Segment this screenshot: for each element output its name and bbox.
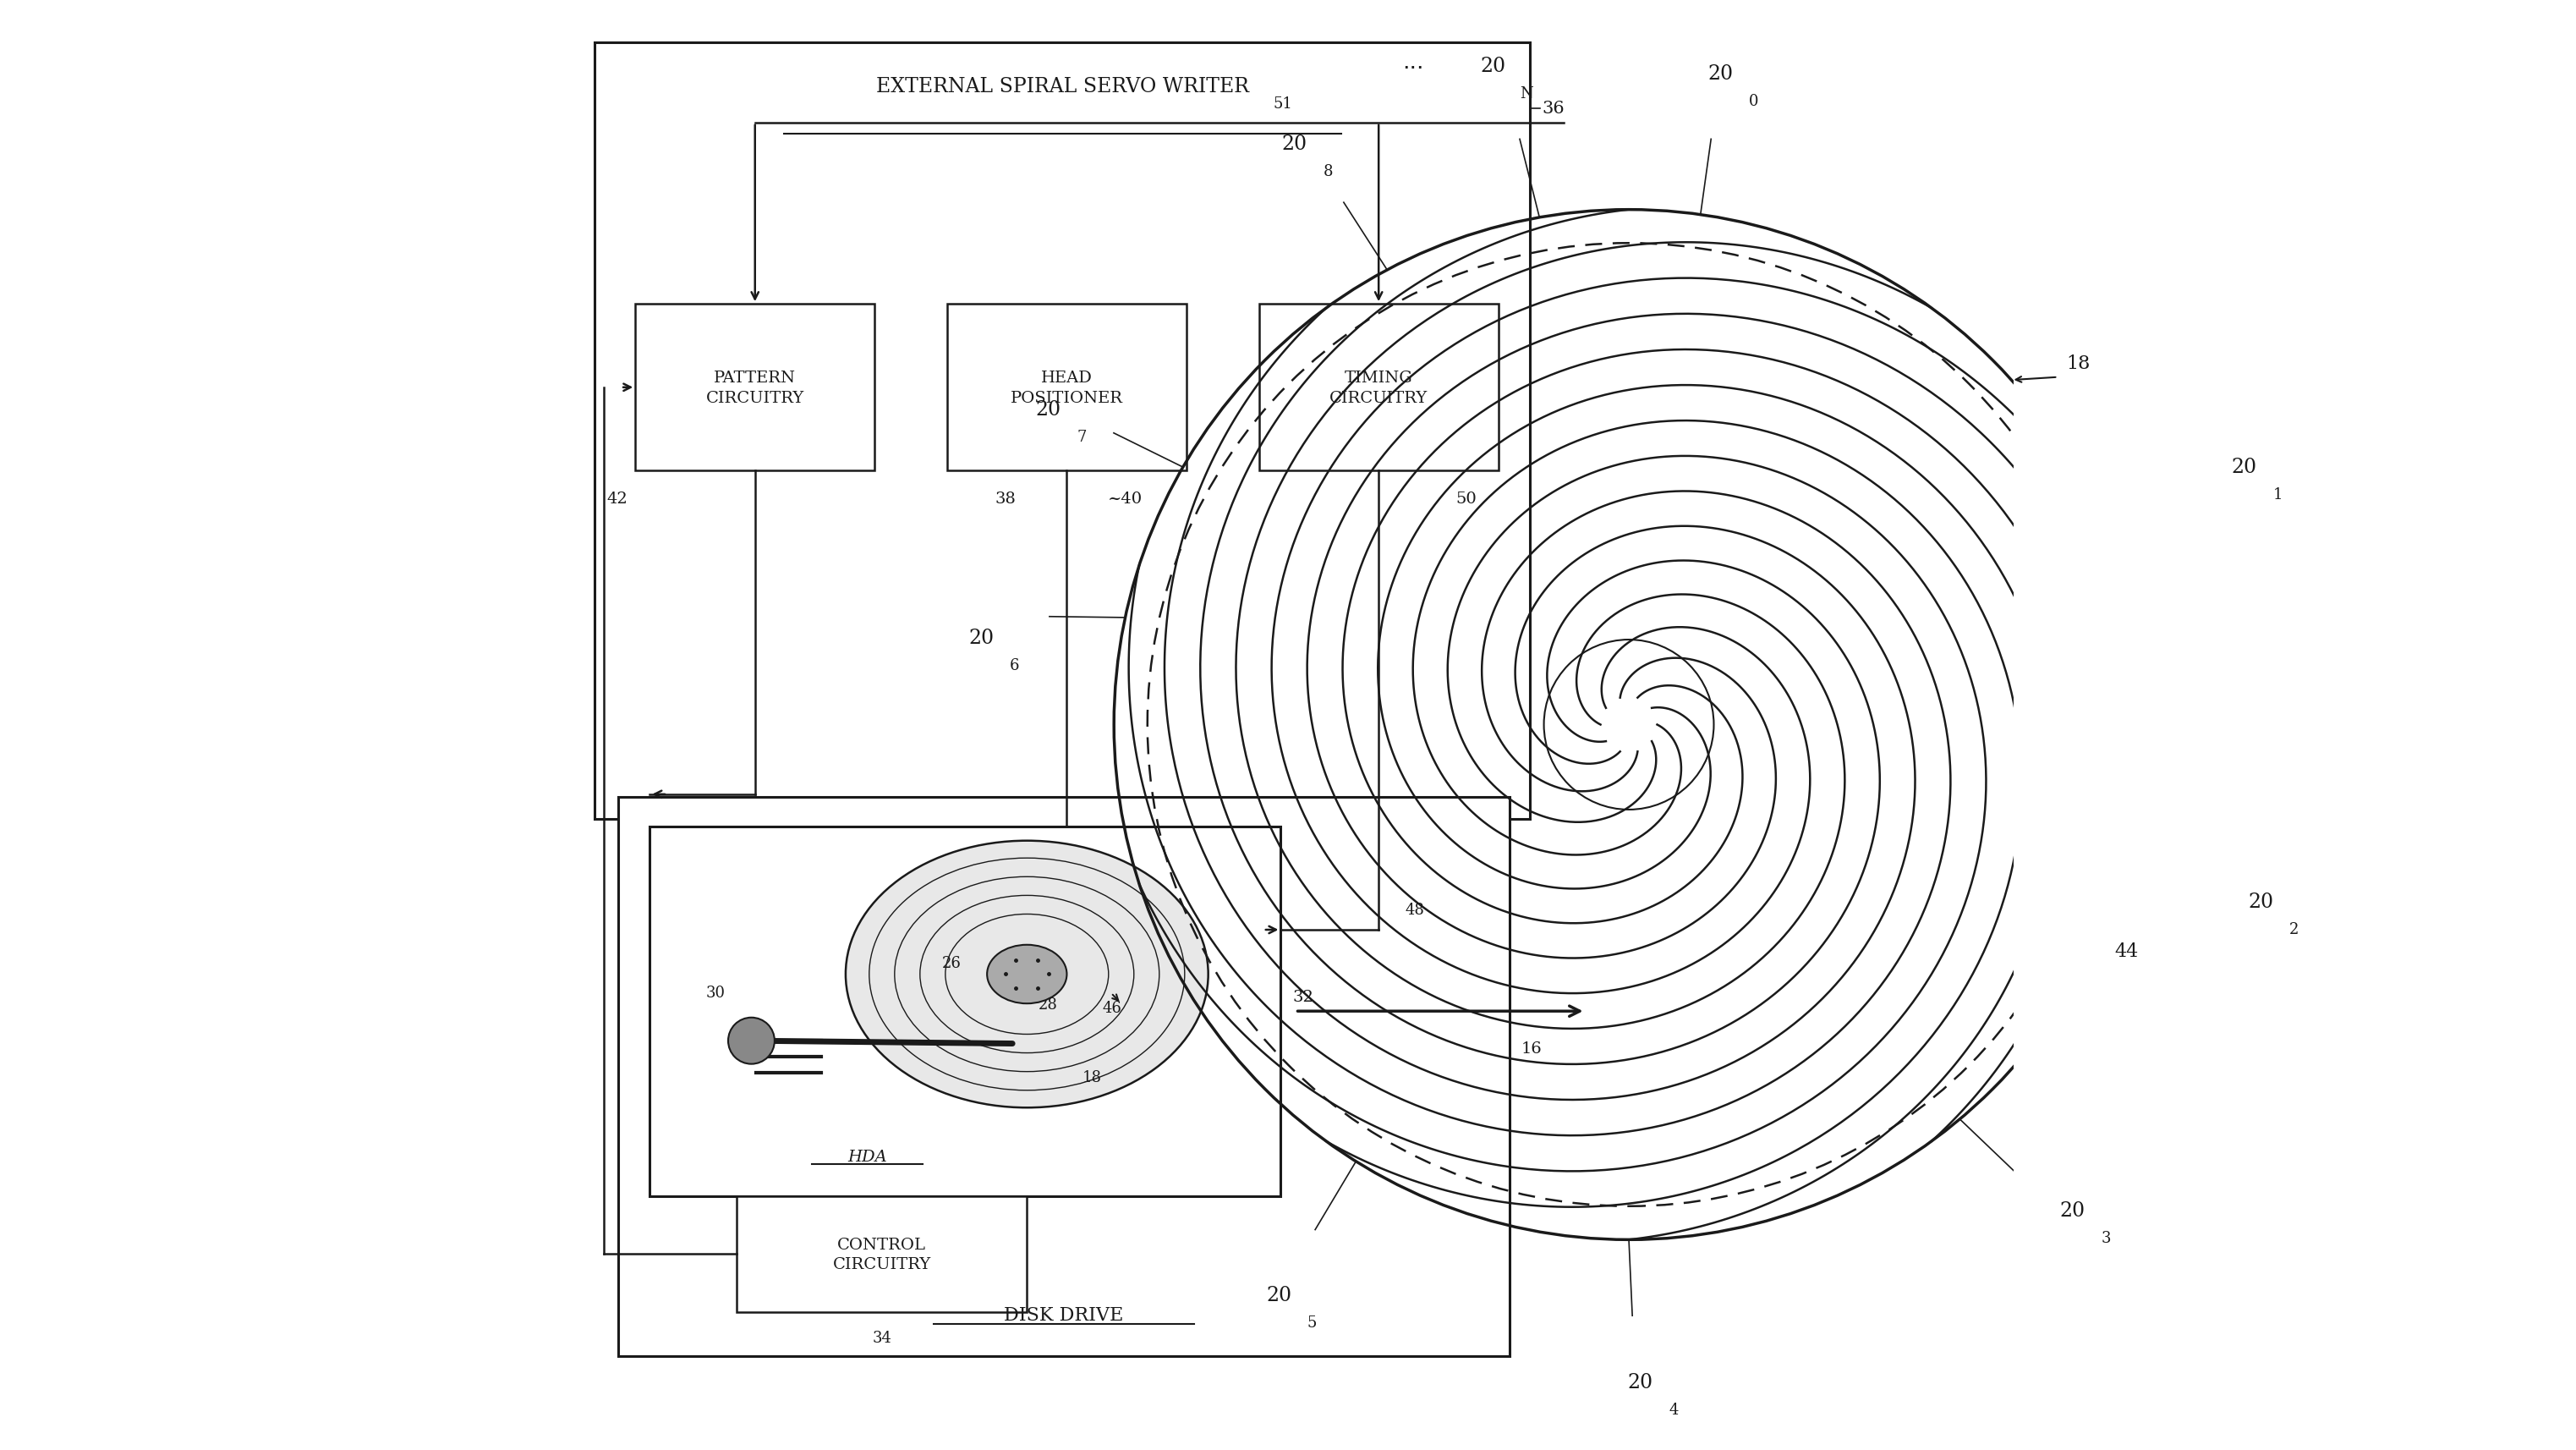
Text: EXTERNAL SPIRAL SERVO WRITER: EXTERNAL SPIRAL SERVO WRITER: [876, 77, 1249, 96]
Text: 7: 7: [1077, 429, 1087, 445]
Bar: [636, 304, 876, 471]
Text: 8: 8: [1324, 164, 1332, 178]
Text: 20: 20: [1283, 135, 1309, 154]
Text: 20: 20: [2231, 457, 2257, 477]
Text: 36: 36: [1543, 100, 1564, 117]
Text: ...: ...: [1401, 51, 1425, 74]
Text: CONTROL
CIRCUITRY: CONTROL CIRCUITRY: [832, 1237, 930, 1272]
Text: 30: 30: [706, 985, 726, 1000]
Bar: [948, 304, 1188, 471]
Text: 20: 20: [1265, 1285, 1291, 1305]
Bar: [595, 43, 1530, 819]
Text: 26: 26: [943, 956, 961, 970]
Text: DISK DRIVE: DISK DRIVE: [1005, 1305, 1123, 1324]
Bar: [618, 798, 1510, 1356]
Text: 16: 16: [1522, 1041, 1543, 1056]
Text: 20: 20: [969, 628, 994, 648]
Text: 38: 38: [994, 492, 1018, 506]
Circle shape: [729, 1018, 775, 1064]
Ellipse shape: [987, 945, 1066, 1003]
Text: 46: 46: [1103, 1000, 1121, 1015]
Text: 32: 32: [1293, 989, 1314, 1005]
Text: ~40: ~40: [1108, 492, 1141, 506]
Text: HEAD
POSITIONER: HEAD POSITIONER: [1010, 370, 1123, 406]
Text: 42: 42: [608, 492, 629, 506]
Text: 34: 34: [873, 1330, 891, 1344]
Text: 2: 2: [2290, 922, 2298, 937]
Text: 18: 18: [2066, 354, 2092, 373]
Text: HDA: HDA: [848, 1150, 886, 1164]
Text: 20: 20: [1036, 400, 1061, 419]
Text: 50: 50: [1455, 492, 1476, 506]
Bar: [649, 826, 1280, 1196]
Bar: [1260, 304, 1499, 471]
Text: 1: 1: [2272, 487, 2282, 502]
Text: 20: 20: [1628, 1372, 1654, 1392]
Text: 5: 5: [1309, 1315, 1316, 1330]
Text: 48: 48: [1404, 902, 1425, 916]
Text: 28: 28: [1038, 996, 1059, 1012]
Text: 20: 20: [2061, 1201, 2084, 1219]
Text: 51: 51: [1273, 97, 1293, 112]
Text: 20: 20: [2249, 892, 2275, 912]
Text: 3: 3: [2102, 1230, 2110, 1246]
Ellipse shape: [845, 841, 1208, 1108]
Text: 44: 44: [2115, 941, 2138, 960]
Text: 20: 20: [1708, 64, 1734, 84]
Text: TIMING
CIRCUITRY: TIMING CIRCUITRY: [1329, 370, 1427, 406]
Text: 0: 0: [1749, 94, 1759, 109]
Text: PATTERN
CIRCUITRY: PATTERN CIRCUITRY: [706, 370, 804, 406]
Bar: [737, 1196, 1028, 1312]
Text: 6: 6: [1010, 658, 1020, 673]
Text: N: N: [1520, 87, 1533, 102]
Text: 20: 20: [1481, 57, 1507, 77]
Text: 18: 18: [1082, 1070, 1103, 1085]
Text: 4: 4: [1669, 1402, 1680, 1417]
